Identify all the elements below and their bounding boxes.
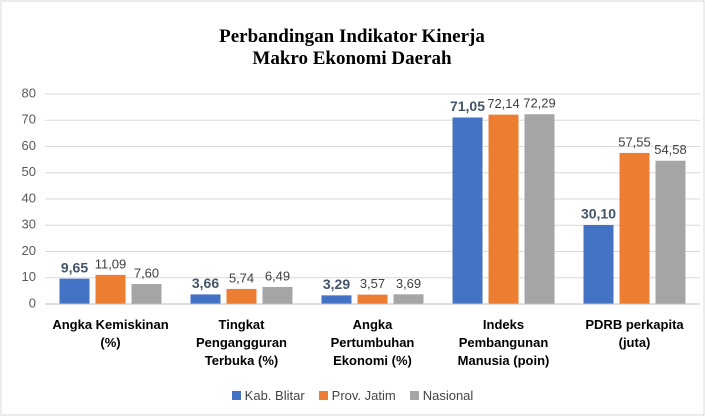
bar	[262, 286, 293, 304]
legend-label: Nasional	[422, 388, 474, 403]
y-tick-label: 50	[22, 164, 36, 179]
chart-title: Perbandingan Indikator Kinerja Makro Eko…	[219, 26, 485, 69]
data-label: 11,09	[95, 256, 127, 271]
x-tick-label: Indeks Pembangunan Manusia (poin)	[457, 317, 550, 368]
y-tick-label: 70	[22, 112, 36, 127]
bar	[393, 294, 424, 304]
legend-label: Prov. Jatim	[331, 388, 396, 403]
legend-swatch	[318, 391, 328, 400]
bar	[131, 284, 162, 304]
legend-item: Kab. Blitar	[231, 388, 305, 403]
data-label: 57,55	[618, 134, 651, 149]
legend-item: Prov. Jatim	[318, 388, 396, 403]
bar	[488, 114, 519, 304]
y-tick-label: 30	[22, 217, 36, 232]
bar	[452, 117, 483, 305]
data-label: 6,49	[265, 268, 290, 283]
bar	[357, 294, 388, 304]
y-tick-label: 80	[22, 85, 36, 100]
y-tick-label: 60	[22, 138, 36, 153]
legend: Kab. Blitar Prov. Jatim Nasional	[0, 388, 705, 403]
bar	[190, 294, 221, 304]
x-tick-label: PDRB perkapita (juta)	[585, 317, 684, 350]
bar	[59, 278, 90, 304]
y-tick-label: 20	[22, 243, 36, 258]
y-tick-label: 10	[22, 269, 36, 284]
data-label: 3,57	[360, 276, 385, 291]
data-label: 72,14	[487, 96, 520, 111]
legend-label: Kab. Blitar	[244, 388, 305, 403]
bar	[524, 114, 555, 305]
legend-swatch	[231, 391, 241, 400]
bar	[619, 152, 650, 304]
legend-swatch	[409, 391, 419, 400]
legend-item: Nasional	[409, 388, 474, 403]
x-tick-label: Tingkat Pengangguran Terbuka (%)	[195, 317, 287, 368]
data-label: 9,65	[61, 259, 88, 275]
data-label: 7,60	[134, 265, 159, 280]
data-label: 71,05	[450, 98, 485, 114]
bar	[321, 295, 352, 304]
data-label: 3,69	[396, 276, 421, 291]
x-tick-label: Angka Kemiskinan (%)	[52, 317, 169, 350]
x-tick-label: Angka Pertumbuhan Ekonomi (%)	[330, 317, 415, 368]
data-label: 5,74	[229, 270, 254, 285]
data-label: 72,29	[523, 96, 556, 111]
bar	[226, 288, 257, 304]
bar	[95, 274, 126, 304]
data-label: 54,58	[654, 142, 687, 157]
bar	[583, 224, 614, 304]
y-tick-label: 40	[22, 190, 36, 205]
data-label: 30,10	[581, 206, 616, 222]
data-label: 3,29	[323, 276, 350, 292]
data-label: 3,66	[192, 275, 219, 291]
bar	[655, 160, 686, 304]
y-tick-label: 0	[29, 295, 36, 310]
